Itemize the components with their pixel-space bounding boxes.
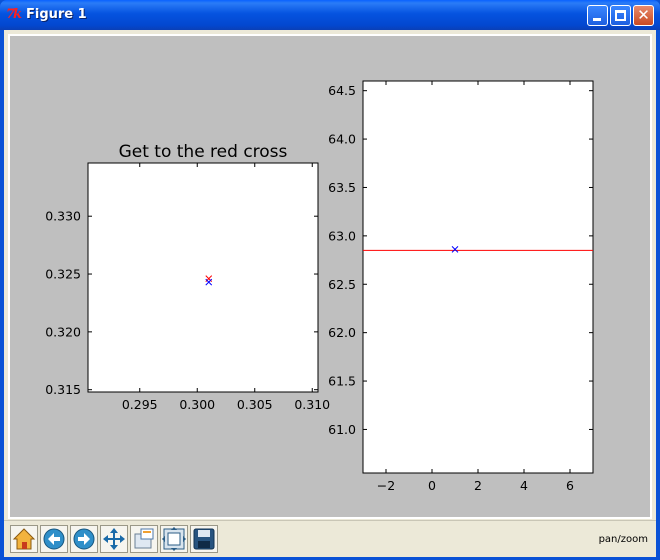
close-button[interactable]: ✕ xyxy=(633,5,654,26)
subplots-icon xyxy=(162,527,186,551)
left-axes-ytick-label: 0.320 xyxy=(45,324,81,339)
left-axes-ytick-label: 0.315 xyxy=(45,382,81,397)
left-axes-title: Get to the red cross xyxy=(119,142,288,162)
title-bar[interactable]: 7k Figure 1 ✕ xyxy=(0,0,660,30)
save-button[interactable] xyxy=(190,525,218,553)
pan-icon xyxy=(103,528,125,550)
subplots-button[interactable] xyxy=(160,525,188,553)
save-icon xyxy=(193,528,215,550)
left-axes-frame xyxy=(87,162,319,393)
x-marker-stroke xyxy=(451,246,459,253)
right-axes-xtick-label: 6 xyxy=(566,478,574,493)
back-arrow-icon xyxy=(43,528,65,550)
minimize-icon xyxy=(593,18,601,21)
left-axes-xtick-label: 0.305 xyxy=(237,397,273,412)
right-axes-ytick-label: 62.0 xyxy=(328,325,356,340)
right-axes-x-marker xyxy=(451,246,459,253)
left-axes-xtick-label: 0.300 xyxy=(179,397,215,412)
pan-button[interactable] xyxy=(100,525,128,553)
right-axes-ytick-label: 64.5 xyxy=(328,83,356,98)
right-axes-ytick-label: 64.0 xyxy=(328,132,356,147)
status-text: pan/zoom xyxy=(598,534,648,545)
close-icon: ✕ xyxy=(637,6,650,24)
figure-svg: 0.295 0.300 0.305 0.310 0.315 0.320 0.325 0.330… xyxy=(45,80,594,493)
forward-arrow-icon xyxy=(73,528,95,550)
right-axes-xtick-label: 2 xyxy=(474,478,482,493)
zoom-rect-button[interactable] xyxy=(130,525,158,553)
window-client: 0.295 0.300 0.305 0.310 0.315 0.320 0.325 0.330… xyxy=(4,30,656,557)
right-axes-ytick-label: 63.0 xyxy=(328,228,356,243)
figure-canvas[interactable]: 0.295 0.300 0.305 0.310 0.315 0.320 0.325 0.330… xyxy=(8,34,652,519)
right-axes-ytick-label: 61.5 xyxy=(328,374,356,389)
minimize-button[interactable] xyxy=(587,5,608,26)
left-axes-x-marker xyxy=(205,278,213,286)
home-icon xyxy=(12,528,36,550)
zoom-rect-icon xyxy=(134,528,154,549)
left-axes-ytick-label: 0.325 xyxy=(45,267,81,282)
navigation-toolbar: pan/zoom xyxy=(4,520,656,557)
right-axes-xtick-label: −2 xyxy=(377,478,395,493)
right-axes-xtick-label: 4 xyxy=(520,478,528,493)
right-axes-ytick-label: 62.5 xyxy=(328,277,356,292)
forward-button[interactable] xyxy=(70,525,98,553)
maximize-icon xyxy=(615,10,626,21)
right-axes-xtick-label: 0 xyxy=(428,478,436,493)
right-axes-ytick-label: 63.5 xyxy=(328,180,356,195)
right-axes-ytick-label: 61.0 xyxy=(328,422,356,437)
left-axes-xtick-label: 0.310 xyxy=(294,397,330,412)
tk-app-icon[interactable]: 7k xyxy=(6,7,22,22)
left-axes-ytick-label: 0.330 xyxy=(45,209,81,224)
home-button[interactable] xyxy=(10,525,38,553)
window-title: Figure 1 xyxy=(26,7,87,22)
right-axes-frame xyxy=(362,80,594,474)
back-button[interactable] xyxy=(40,525,68,553)
left-axes-xtick-label: 0.295 xyxy=(122,397,158,412)
x-marker-stroke xyxy=(205,278,213,286)
maximize-button[interactable] xyxy=(610,5,631,26)
